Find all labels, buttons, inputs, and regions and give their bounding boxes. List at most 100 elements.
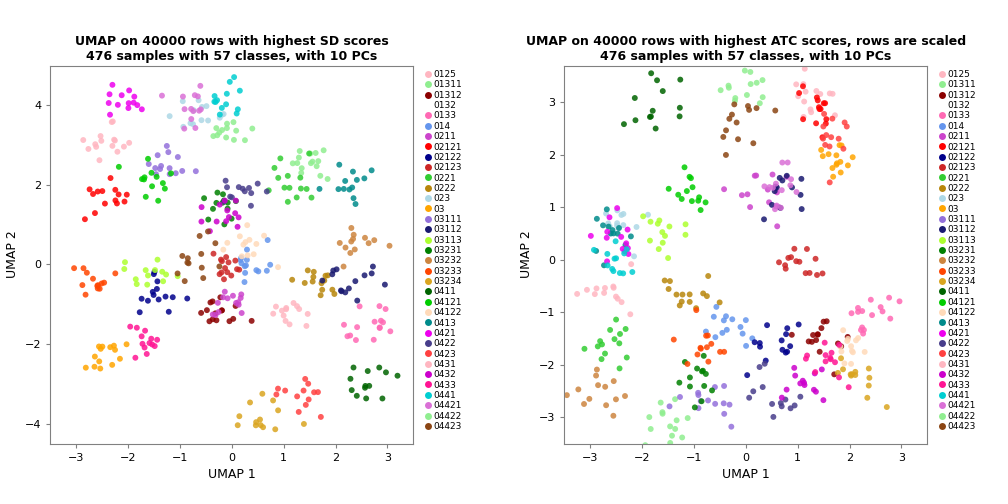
Point xyxy=(237,136,253,144)
Point xyxy=(306,388,323,396)
Point xyxy=(304,158,321,166)
Point xyxy=(268,208,284,216)
Point xyxy=(716,317,732,325)
Point xyxy=(673,195,689,203)
Point xyxy=(606,267,622,275)
Point xyxy=(615,269,631,277)
Point xyxy=(134,332,150,340)
Point xyxy=(741,106,757,114)
Point xyxy=(119,191,135,199)
Point xyxy=(791,258,807,266)
Point xyxy=(345,167,361,175)
Point xyxy=(233,294,249,302)
Point xyxy=(769,202,785,210)
Point xyxy=(216,197,232,205)
Point xyxy=(814,270,831,278)
Point xyxy=(622,310,638,319)
Point xyxy=(635,212,651,220)
Point xyxy=(137,327,153,335)
Point xyxy=(756,215,772,223)
Point xyxy=(158,271,174,279)
Point xyxy=(230,421,246,429)
Point xyxy=(272,154,288,162)
Point xyxy=(771,203,787,211)
Point xyxy=(608,254,624,262)
Point xyxy=(817,357,834,365)
Point xyxy=(102,343,118,351)
Point xyxy=(216,245,232,254)
Point xyxy=(811,348,828,356)
Point xyxy=(219,207,235,215)
Point xyxy=(817,141,834,149)
Point xyxy=(801,269,817,277)
Point xyxy=(755,93,771,101)
Point xyxy=(689,444,706,452)
Point xyxy=(232,232,248,240)
Point xyxy=(176,124,193,133)
Point xyxy=(805,331,822,339)
Point xyxy=(668,416,684,424)
Point xyxy=(291,147,307,155)
Point xyxy=(808,119,825,128)
Point xyxy=(320,271,336,279)
Title: UMAP on 40000 rows with highest ATC scores, rows are scaled
476 samples with 57 : UMAP on 40000 rows with highest ATC scor… xyxy=(526,35,966,63)
Point xyxy=(85,275,101,283)
Point xyxy=(331,185,347,193)
Point xyxy=(276,183,292,192)
Point xyxy=(807,368,824,376)
Point xyxy=(289,223,305,231)
Point xyxy=(313,231,330,239)
Point xyxy=(143,169,159,177)
Point xyxy=(607,255,623,263)
Point xyxy=(815,135,832,143)
Point xyxy=(579,286,595,294)
Point xyxy=(167,169,183,177)
Point xyxy=(243,202,259,210)
Point xyxy=(752,363,768,371)
Point xyxy=(218,217,234,225)
Point xyxy=(160,308,176,316)
Point xyxy=(769,222,785,230)
Point xyxy=(309,210,326,218)
Point xyxy=(303,194,320,202)
Point xyxy=(671,301,687,309)
Point xyxy=(209,199,225,207)
Point xyxy=(700,332,716,340)
Point xyxy=(777,261,793,269)
Point xyxy=(716,399,732,407)
Point xyxy=(202,227,218,235)
Point xyxy=(743,80,759,88)
Point xyxy=(594,355,610,363)
Point xyxy=(102,111,118,119)
Point xyxy=(248,240,264,248)
Point xyxy=(209,316,225,324)
Point xyxy=(807,388,824,396)
X-axis label: UMAP 1: UMAP 1 xyxy=(208,468,256,481)
Point xyxy=(881,294,897,302)
Point xyxy=(671,379,687,387)
Point xyxy=(576,400,592,408)
Point xyxy=(231,301,247,309)
Point xyxy=(215,199,231,207)
Point xyxy=(320,175,336,183)
Point xyxy=(834,347,850,355)
Point xyxy=(214,306,230,314)
Point xyxy=(760,185,776,194)
Point xyxy=(140,155,156,163)
Point xyxy=(774,158,790,166)
Point xyxy=(226,136,242,144)
Point xyxy=(299,266,316,274)
Point xyxy=(246,250,262,258)
Point xyxy=(199,306,215,314)
Point xyxy=(840,161,856,169)
Point xyxy=(608,293,624,301)
Point xyxy=(217,197,233,205)
Point xyxy=(206,249,222,258)
Point xyxy=(845,153,861,161)
Point xyxy=(823,354,839,362)
Point xyxy=(873,303,889,311)
Point xyxy=(230,298,246,306)
Point xyxy=(812,90,829,98)
Point xyxy=(778,173,794,181)
Point xyxy=(348,200,364,208)
